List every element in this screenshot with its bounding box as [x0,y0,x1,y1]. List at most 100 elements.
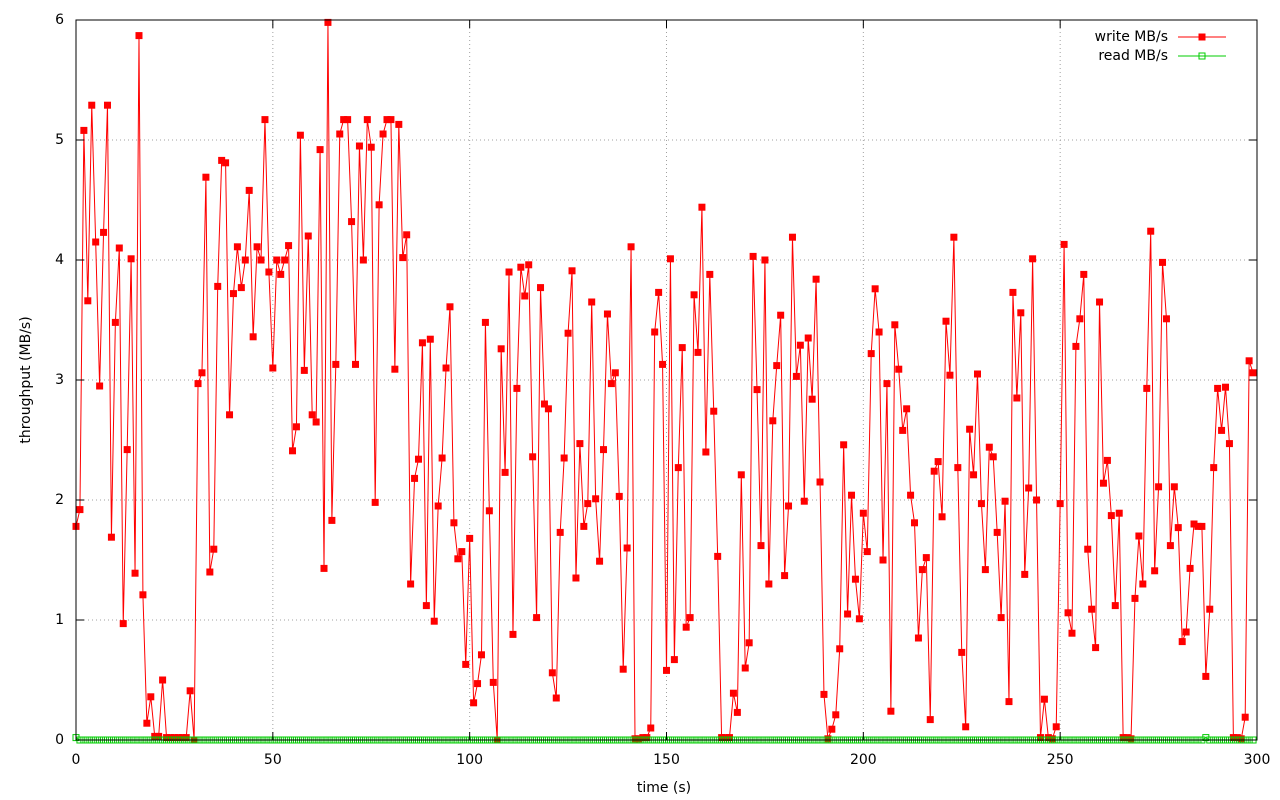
point-marker [997,614,1005,622]
point-marker [403,231,411,239]
point-marker [214,282,222,290]
point-marker [470,699,478,707]
point-marker [1131,594,1139,602]
point-marker [513,384,521,392]
point-marker [292,423,300,431]
point-marker [355,142,363,150]
point-marker [619,665,627,673]
point-marker [186,687,194,695]
point-marker [663,666,670,674]
point-marker [600,446,608,454]
point-marker [867,350,875,358]
point-marker [1029,255,1037,263]
point-marker [903,405,911,413]
point-marker [127,255,135,263]
point-marker [883,380,891,388]
x-tick-label: 50 [264,752,282,768]
point-marker [540,400,548,408]
point-marker [229,290,237,298]
ticks: 0 1 2 3 4 5 6 0 50 100 150 200 250 300 [55,12,1270,768]
point-marker [1005,698,1013,706]
point-marker [308,411,316,419]
point-marker [1166,542,1174,550]
point-marker [462,660,470,668]
point-marker [840,441,848,449]
point-marker [737,471,745,479]
point-marker [918,566,926,574]
point-marker [285,242,293,250]
point-marker [367,143,375,151]
point-marker [1135,532,1143,540]
point-marker [690,291,698,299]
point-marker [458,548,466,556]
point-marker [946,371,954,379]
point-marker [477,651,485,659]
y-axis-label: throughput (MB/s) [18,316,34,443]
point-marker [379,130,387,138]
point-marker [859,509,867,517]
point-marker [296,131,304,139]
x-axis-label: time (s) [637,780,691,796]
point-marker [466,534,474,542]
point-marker [623,544,631,552]
point-marker [1088,605,1096,613]
point-marker [816,478,824,486]
legend-label: write MB/s [1095,29,1168,45]
point-marker [84,297,92,305]
point-marker [1206,605,1214,613]
y-tick-label: 6 [55,12,64,28]
point-marker [446,303,454,311]
point-marker [442,364,450,372]
point-marker [836,645,844,653]
point-marker [1202,672,1210,680]
point-marker [1210,464,1218,472]
point-marker [107,533,115,541]
point-marker [387,116,395,124]
point-marker [828,725,836,733]
point-marker [143,719,151,727]
x-tick-label: 300 [1244,752,1271,768]
point-marker [131,569,139,577]
point-marker [454,555,462,563]
point-marker [505,268,513,276]
point-marker [155,732,163,740]
point-marker [792,372,800,380]
point-marker [556,528,564,536]
point-marker [233,243,241,251]
point-marker [517,263,525,271]
point-marker [265,268,273,276]
point-marker [1068,629,1076,637]
legend-marker [1198,52,1206,60]
point-marker [588,298,596,306]
point-marker [851,575,859,583]
point-marker [1111,602,1119,610]
point-marker [395,120,403,128]
point-marker [666,255,674,263]
point-marker [222,159,230,167]
point-marker [509,630,517,638]
point-marker [981,566,989,574]
point-marker [749,252,757,260]
point-marker [88,101,96,109]
point-marker [434,502,442,510]
point-marker [659,360,667,368]
point-marker [210,545,218,553]
point-marker [686,614,694,622]
legend-label: read MB/s [1098,48,1168,64]
point-marker [993,528,1001,536]
point-marker [1245,357,1253,365]
point-marker [674,464,682,472]
point-marker [572,574,580,582]
point-marker [277,270,285,278]
point-marker [1115,509,1123,517]
point-marker [123,446,131,454]
point-marker [1143,384,1151,392]
point-marker [422,602,430,610]
point-marker [1151,567,1159,575]
point-marker [592,495,600,503]
legend-marker [1198,33,1206,41]
point-marker [320,564,328,572]
point-marker [1249,369,1257,377]
point-marker [879,556,887,564]
x-tick-label: 0 [72,752,81,768]
